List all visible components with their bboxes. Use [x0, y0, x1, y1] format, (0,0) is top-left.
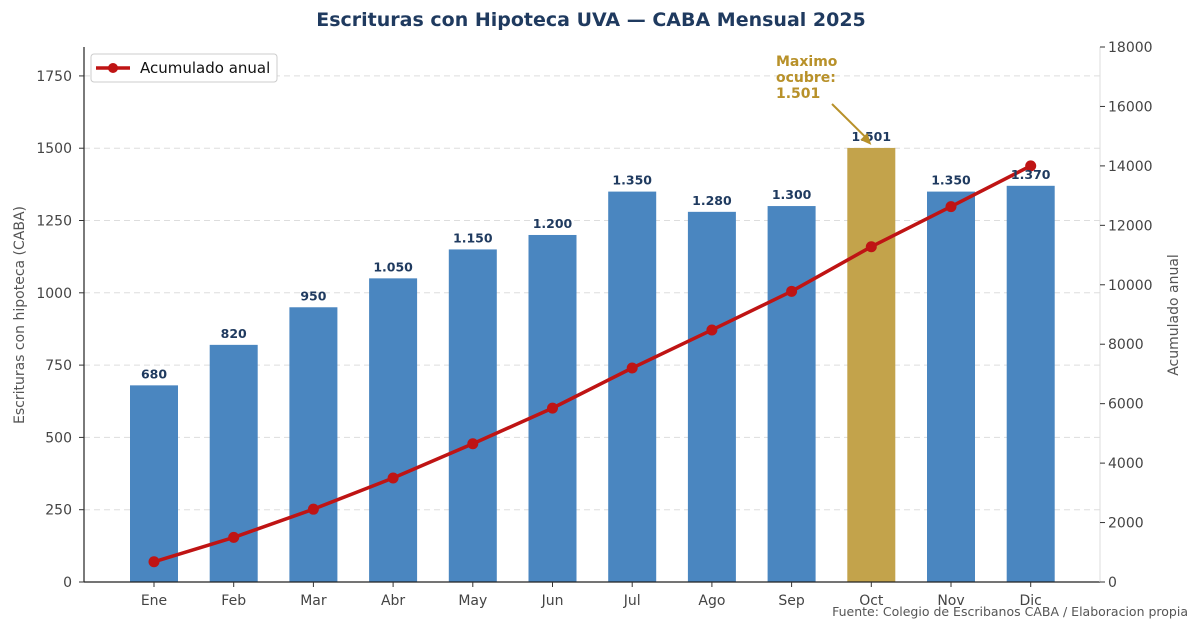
legend-marker-swatch: [108, 63, 118, 73]
source-note: Fuente: Colegio de Escribanos CABA / Ela…: [832, 604, 1188, 619]
y2-tick-label: 14000: [1108, 159, 1153, 175]
y2-tick-label: 2000: [1108, 516, 1144, 532]
cumulative-point-feb: [228, 531, 240, 543]
y-tick-label: 750: [45, 358, 72, 374]
bar-abr: [369, 278, 418, 582]
legend-label: Acumulado anual: [140, 59, 270, 77]
cumulative-point-ago: [706, 324, 718, 336]
annotation-text: 1.501: [776, 86, 820, 102]
bar-value-label: 680: [141, 366, 167, 381]
cumulative-point-dic: [1025, 160, 1037, 172]
annotation-text: ocubre:: [776, 70, 836, 86]
bar-nov: [927, 191, 975, 582]
bar-ene: [130, 385, 178, 582]
bar-ago: [687, 211, 736, 583]
bar-jul: [608, 191, 657, 582]
y2-axis-label: Acumulado anual: [1166, 254, 1182, 376]
bar-value-label: 1.050: [373, 259, 413, 274]
y-axis-label: Escrituras con hipoteca (CABA): [12, 206, 28, 424]
y2-tick-label: 8000: [1108, 337, 1144, 353]
y-tick-label: 1000: [36, 286, 72, 302]
x-tick-label: Jun: [541, 593, 564, 609]
x-tick-label: Abr: [381, 593, 405, 609]
chart-title: Escrituras con Hipoteca UVA — CABA Mensu…: [316, 9, 866, 31]
bar-value-label: 1.350: [931, 173, 971, 188]
cumulative-point-mar: [307, 503, 319, 515]
bar-value-label: 1.300: [772, 187, 812, 202]
bar-oct: [847, 147, 896, 582]
bar-dic: [1006, 185, 1055, 583]
x-tick-label: Mar: [300, 593, 327, 609]
bar-feb: [209, 344, 258, 582]
cumulative-point-ene: [148, 556, 160, 568]
cumulative-point-jun: [547, 402, 558, 414]
bar-value-label: 1.350: [612, 173, 652, 188]
bar-series: [130, 147, 1055, 583]
annotation-arrowhead: [860, 132, 872, 145]
y2-tick-label: 4000: [1108, 456, 1144, 472]
x-tick-label: Ene: [141, 593, 167, 609]
y2-tick-label: 18000: [1108, 40, 1153, 56]
bar-value-label: 820: [221, 326, 247, 341]
x-tick-label: Nov: [937, 593, 964, 609]
x-tick-label: Feb: [221, 593, 246, 609]
y2-tick-label: 16000: [1108, 99, 1153, 115]
y-tick-label: 1750: [36, 69, 72, 85]
x-tick-label: Dic: [1020, 593, 1042, 609]
line-series: [148, 160, 1037, 568]
bar-value-label: 1.200: [533, 216, 573, 231]
annotation-arrow: [831, 103, 869, 140]
x-tick-label: Jul: [623, 593, 641, 609]
bar-value-label: 1.150: [453, 230, 493, 245]
cumulative-point-oct: [865, 241, 877, 253]
y2-tick-label: 10000: [1108, 278, 1153, 294]
x-tick-label: May: [458, 593, 487, 609]
bar-value-label: 1.280: [692, 193, 732, 208]
data-labels: 680 820 950 1.050 1.150 1.200 1.350 1.280 1.300 1…: [141, 129, 1051, 381]
y-tick-label: 0: [63, 575, 72, 591]
axes: 0 250 500 750 1000 1250 1500 1750 0 2000 4000 6000 8…: [36, 40, 1152, 609]
x-tick-label: Ago: [698, 593, 725, 609]
bar-value-label: 1.370: [1011, 167, 1051, 182]
y2-tick-label: 0: [1108, 575, 1117, 591]
cumulative-point-may: [467, 438, 479, 450]
cumulative-point-jul: [626, 362, 638, 374]
bar-may: [448, 249, 497, 582]
y-tick-label: 1500: [36, 141, 72, 157]
cumulative-point-abr: [387, 472, 399, 484]
bar-sep: [767, 206, 816, 582]
bar-value-label: 1.501: [852, 129, 892, 144]
x-tick-label: Sep: [778, 593, 805, 609]
y2-tick-label: 6000: [1108, 397, 1144, 413]
y-tick-label: 250: [45, 503, 72, 519]
cumulative-line: [153, 164, 1032, 564]
cumulative-point-nov: [945, 201, 957, 213]
cumulative-point-sep: [786, 285, 798, 297]
bar-value-label: 950: [300, 288, 326, 303]
y-tick-label: 1250: [36, 214, 72, 230]
legend: Acumulado anual: [90, 53, 278, 83]
x-tick-label: Oct: [859, 593, 884, 609]
y2-tick-label: 12000: [1108, 218, 1153, 234]
y-tick-label: 500: [45, 430, 72, 446]
annotation-text: Maximo: [776, 54, 838, 70]
legend-box: [90, 53, 278, 83]
bar-mar: [289, 307, 338, 582]
